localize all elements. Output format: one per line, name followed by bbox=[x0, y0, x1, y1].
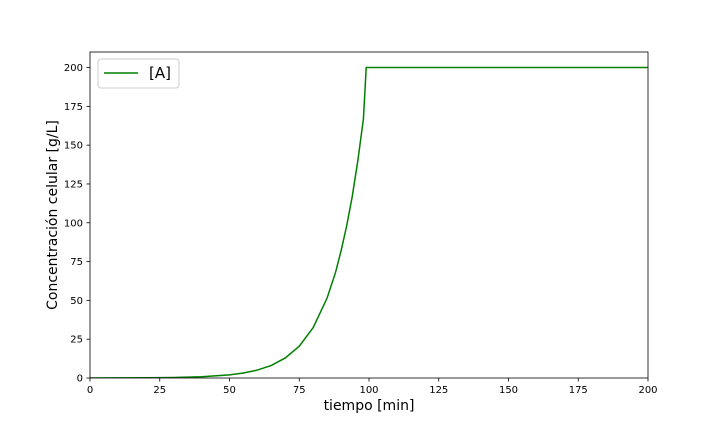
y-tick-label: 75 bbox=[70, 257, 83, 268]
y-tick-label: 50 bbox=[70, 296, 83, 307]
y-tick-label: 150 bbox=[64, 141, 83, 152]
x-axis: 0 25 50 75 100 125 150 175 200 bbox=[87, 378, 658, 396]
x-tick-label: 100 bbox=[359, 385, 378, 396]
y-axis-label: Concentración celular [g/L] bbox=[45, 120, 61, 310]
legend: [A] bbox=[97, 58, 180, 89]
x-tick-label: 75 bbox=[293, 385, 306, 396]
legend-label-a: [A] bbox=[149, 64, 171, 82]
y-tick-label: 0 bbox=[77, 374, 83, 385]
x-tick-label: 175 bbox=[569, 385, 588, 396]
y-tick-label: 125 bbox=[64, 179, 83, 190]
y-axis: 0 25 50 75 100 125 150 175 200 bbox=[64, 63, 90, 385]
x-tick-label: 150 bbox=[499, 385, 518, 396]
y-tick-label: 200 bbox=[64, 63, 83, 74]
x-tick-label: 50 bbox=[223, 385, 236, 396]
x-tick-label: 25 bbox=[153, 385, 166, 396]
y-tick-label: 175 bbox=[64, 102, 83, 113]
y-tick-label: 100 bbox=[64, 218, 83, 229]
legend-box bbox=[97, 58, 180, 89]
x-tick-label: 200 bbox=[638, 385, 657, 396]
series-line-0 bbox=[90, 66, 648, 378]
x-axis-label: tiempo [min] bbox=[324, 398, 415, 414]
y-tick-label: 25 bbox=[70, 335, 83, 346]
x-tick-label: 125 bbox=[429, 385, 448, 396]
x-tick-label: 0 bbox=[87, 385, 93, 396]
